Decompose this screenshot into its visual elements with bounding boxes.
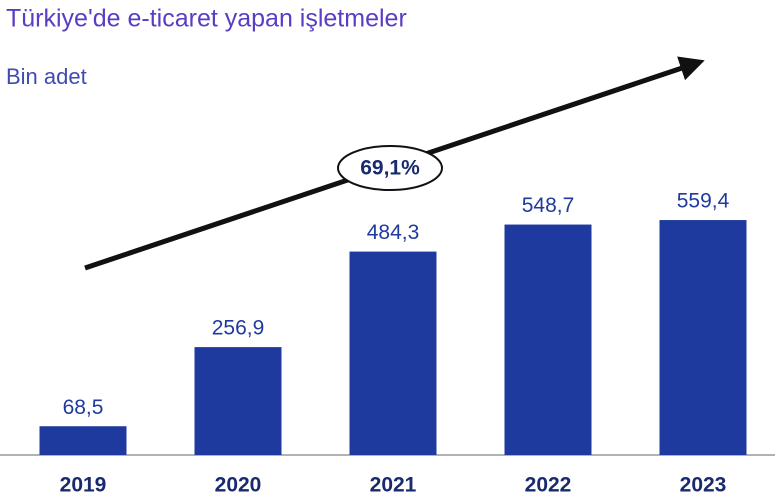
value-label: 68,5	[63, 396, 104, 419]
x-tick-label: 2021	[370, 474, 417, 497]
x-tick-label: 2019	[60, 474, 107, 497]
x-tick-label: 2020	[215, 474, 262, 497]
bar	[659, 220, 747, 455]
bar	[349, 251, 437, 455]
annotation-ellipse	[337, 145, 443, 191]
bar	[194, 347, 282, 455]
chart-title: Türkiye'de e-ticaret yapan işletmeler	[6, 5, 407, 33]
value-label: 484,3	[367, 221, 420, 244]
chart-subtitle: Bin adet	[6, 64, 87, 89]
value-label: 256,9	[212, 317, 265, 340]
value-label: 548,7	[522, 194, 575, 217]
annotation: 69,1%	[360, 157, 420, 180]
x-tick-label: 2022	[525, 474, 572, 497]
value-label: 559,4	[677, 190, 730, 213]
bar	[504, 224, 592, 455]
x-tick-label: 2023	[680, 474, 727, 497]
bar	[39, 426, 127, 455]
